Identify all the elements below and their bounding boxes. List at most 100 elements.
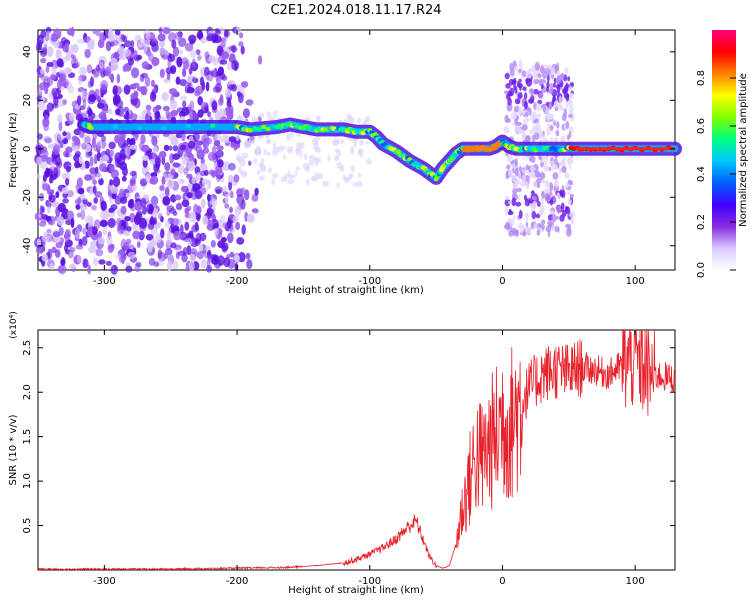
noise-blob bbox=[216, 145, 224, 151]
noise-blob bbox=[107, 243, 114, 254]
noise-blob bbox=[55, 49, 62, 60]
noise-blob bbox=[110, 57, 118, 67]
noise-blob bbox=[227, 232, 234, 243]
noise-blob bbox=[227, 258, 236, 269]
burst-blob bbox=[541, 219, 546, 225]
noise-blob bbox=[173, 230, 182, 241]
burst-blob bbox=[524, 212, 530, 218]
burst-blob bbox=[505, 118, 512, 123]
noise-blob bbox=[120, 205, 127, 215]
noise-blob bbox=[84, 174, 92, 181]
noise-blob bbox=[87, 105, 91, 116]
noise-blob bbox=[110, 264, 118, 275]
burst-blob bbox=[538, 78, 543, 87]
noise-blob bbox=[241, 224, 246, 235]
noise-blob bbox=[46, 102, 54, 112]
noise-blob bbox=[344, 176, 349, 184]
noise-blob bbox=[44, 114, 49, 122]
noise-blob bbox=[286, 146, 294, 152]
noise-blob bbox=[62, 131, 67, 137]
noise-blob bbox=[181, 199, 190, 208]
noise-blob bbox=[37, 101, 46, 111]
noise-blob bbox=[179, 231, 187, 241]
noise-blob bbox=[163, 252, 169, 260]
noise-blob bbox=[133, 50, 138, 58]
noise-blob bbox=[273, 110, 278, 118]
noise-blob bbox=[322, 180, 329, 188]
burst-blob bbox=[551, 163, 558, 171]
noise-blob bbox=[169, 99, 178, 110]
noise-blob bbox=[39, 68, 46, 75]
noise-blob bbox=[56, 114, 63, 123]
noise-blob bbox=[166, 72, 171, 81]
burst-blob bbox=[537, 201, 541, 207]
noise-blob bbox=[108, 207, 115, 213]
burst-blob bbox=[550, 67, 556, 75]
noise-blob bbox=[197, 109, 204, 118]
noise-blob bbox=[272, 172, 279, 179]
burst-blob bbox=[556, 205, 562, 214]
x-tick-label: -200 bbox=[226, 576, 249, 587]
burst-blob bbox=[535, 213, 541, 219]
noise-blob bbox=[231, 83, 237, 92]
noise-blob bbox=[206, 207, 213, 217]
noise-blob bbox=[181, 156, 190, 166]
noise-blob bbox=[138, 230, 145, 241]
burst-blob bbox=[553, 100, 559, 108]
x-tick-label: -100 bbox=[358, 276, 381, 287]
noise-blob bbox=[211, 100, 218, 111]
noise-blob bbox=[140, 134, 146, 145]
noise-blob bbox=[65, 146, 73, 154]
noise-blob bbox=[242, 108, 250, 119]
burst-blob bbox=[540, 198, 545, 207]
noise-blob bbox=[200, 37, 207, 44]
burst-blob bbox=[532, 164, 539, 174]
noise-blob bbox=[194, 221, 199, 231]
noise-blob bbox=[94, 88, 100, 99]
noise-blob bbox=[89, 76, 95, 87]
trace-point bbox=[252, 126, 258, 131]
noise-blob bbox=[314, 146, 321, 154]
noise-blob bbox=[189, 111, 198, 121]
trace-point bbox=[185, 123, 191, 129]
spectrogram-x-axis: -300 -200 -100 0 100 bbox=[93, 30, 645, 287]
noise-blob bbox=[51, 66, 57, 76]
noise-blob bbox=[95, 248, 104, 257]
noise-blob bbox=[77, 38, 86, 44]
burst-blob bbox=[561, 202, 565, 209]
noise-blob bbox=[214, 186, 223, 194]
noise-blob bbox=[199, 232, 207, 242]
noise-blob bbox=[65, 152, 70, 158]
burst-blob bbox=[555, 215, 559, 220]
burst-blob bbox=[568, 106, 574, 115]
noise-blob bbox=[121, 175, 127, 182]
noise-blob bbox=[258, 175, 265, 181]
burst-blob bbox=[521, 169, 528, 174]
noise-blob bbox=[189, 39, 195, 45]
noise-blob bbox=[201, 178, 209, 185]
noise-blob bbox=[115, 253, 121, 260]
noise-blob bbox=[145, 173, 151, 183]
noise-blob bbox=[61, 173, 67, 180]
noise-blob bbox=[74, 228, 81, 239]
trace-point bbox=[413, 161, 419, 166]
snr-scale-label: (x10⁴) bbox=[9, 311, 19, 338]
noise-blob bbox=[260, 161, 264, 168]
noise-blob bbox=[74, 199, 81, 205]
burst-blob bbox=[555, 129, 560, 137]
noise-blob bbox=[172, 46, 180, 57]
burst-blob bbox=[543, 164, 549, 173]
noise-blob bbox=[147, 241, 153, 253]
x-tick-label: -200 bbox=[226, 276, 249, 287]
noise-blob bbox=[44, 137, 53, 144]
noise-blob bbox=[86, 64, 93, 74]
noise-blob bbox=[182, 100, 187, 108]
burst-blob bbox=[565, 120, 570, 129]
noise-blob bbox=[122, 48, 132, 57]
noise-blob bbox=[196, 213, 201, 222]
noise-blob bbox=[216, 29, 221, 35]
burst-blob bbox=[508, 230, 514, 237]
noise-blob bbox=[99, 219, 108, 227]
noise-blob bbox=[93, 197, 98, 204]
